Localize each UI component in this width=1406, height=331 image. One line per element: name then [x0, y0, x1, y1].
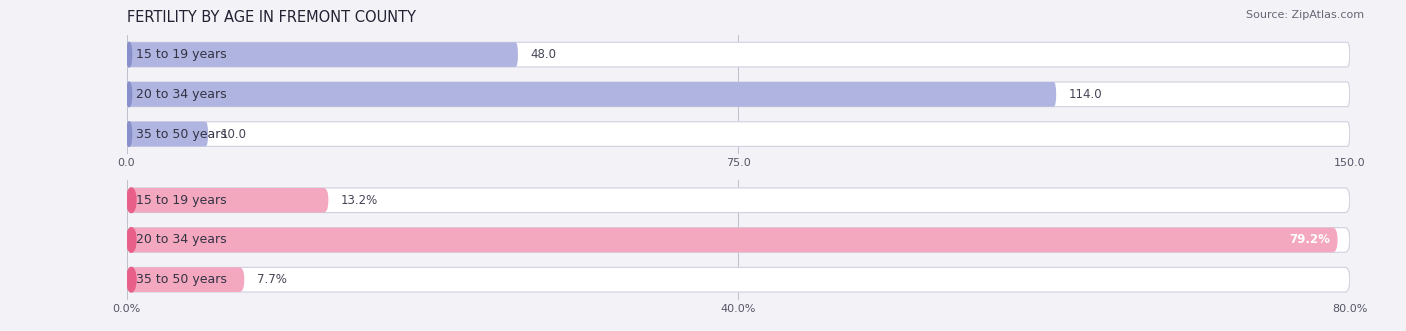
Circle shape	[127, 42, 132, 67]
Text: 15 to 19 years: 15 to 19 years	[136, 48, 226, 61]
Text: 13.2%: 13.2%	[340, 194, 378, 207]
FancyBboxPatch shape	[127, 82, 1350, 107]
FancyBboxPatch shape	[127, 228, 1350, 252]
Text: 114.0: 114.0	[1069, 88, 1102, 101]
Text: 79.2%: 79.2%	[1289, 233, 1330, 247]
Text: 48.0: 48.0	[530, 48, 557, 61]
Text: 7.7%: 7.7%	[256, 273, 287, 286]
FancyBboxPatch shape	[127, 188, 1350, 213]
Text: 35 to 50 years: 35 to 50 years	[136, 127, 228, 141]
FancyBboxPatch shape	[127, 42, 517, 67]
FancyBboxPatch shape	[127, 267, 1350, 292]
Circle shape	[127, 122, 132, 146]
Text: Source: ZipAtlas.com: Source: ZipAtlas.com	[1246, 10, 1364, 20]
Text: 15 to 19 years: 15 to 19 years	[136, 194, 226, 207]
FancyBboxPatch shape	[127, 42, 1350, 67]
Circle shape	[127, 82, 132, 107]
FancyBboxPatch shape	[127, 267, 245, 292]
Text: 35 to 50 years: 35 to 50 years	[136, 273, 228, 286]
FancyBboxPatch shape	[127, 122, 1350, 146]
FancyBboxPatch shape	[127, 228, 1337, 252]
FancyBboxPatch shape	[127, 82, 1056, 107]
Text: FERTILITY BY AGE IN FREMONT COUNTY: FERTILITY BY AGE IN FREMONT COUNTY	[127, 10, 416, 25]
Text: 20 to 34 years: 20 to 34 years	[136, 233, 226, 247]
FancyBboxPatch shape	[127, 122, 208, 146]
Text: 20 to 34 years: 20 to 34 years	[136, 88, 226, 101]
Text: 10.0: 10.0	[221, 127, 246, 141]
Circle shape	[127, 228, 136, 252]
Circle shape	[127, 188, 136, 213]
FancyBboxPatch shape	[127, 188, 329, 213]
Circle shape	[127, 267, 136, 292]
